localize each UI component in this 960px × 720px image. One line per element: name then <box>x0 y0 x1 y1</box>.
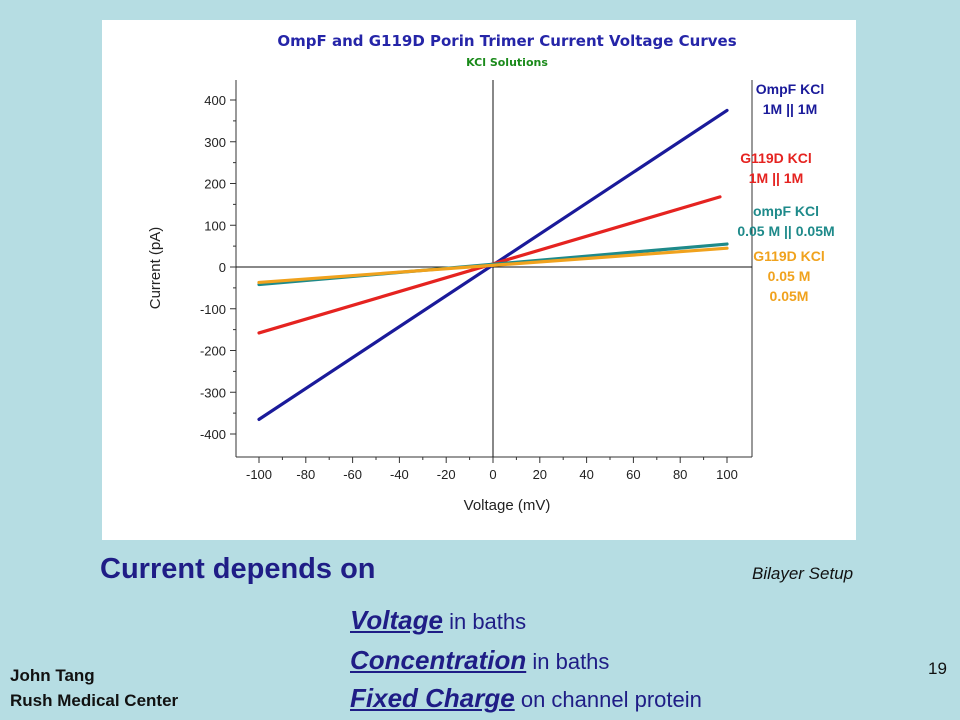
y-tick-label: -300 <box>200 385 226 400</box>
y-tick-label: -100 <box>200 302 226 317</box>
y-tick-label: 0 <box>219 260 226 275</box>
legend-label-3: 0.05M <box>770 288 809 304</box>
factor-rest: in baths <box>449 609 527 634</box>
chart-subtitle: KCl Solutions <box>466 56 548 69</box>
factor-concentration: Concentration in baths <box>350 645 609 676</box>
factor-voltage: Voltage in baths <box>350 605 526 636</box>
x-tick-label: -20 <box>437 467 456 482</box>
x-tick-label: 20 <box>533 467 547 482</box>
author-name: John Tang <box>10 666 95 685</box>
x-tick-label: 60 <box>626 467 640 482</box>
factor-rest: on channel protein <box>520 687 702 712</box>
legend-label-1: 1M || 1M <box>749 170 804 186</box>
page-number: 19 <box>928 659 947 678</box>
x-tick-label: -60 <box>343 467 362 482</box>
chart-title: OmpF and G119D Porin Trimer Current Volt… <box>277 32 736 50</box>
y-tick-label: 300 <box>204 135 226 150</box>
y-tick-label: 200 <box>204 177 226 192</box>
x-tick-label: 0 <box>489 467 496 482</box>
y-tick-label: 100 <box>204 218 226 233</box>
legend-label-1: G119D KCl <box>740 150 812 166</box>
legend-label-3: 0.05 M <box>768 268 811 284</box>
x-tick-label: 40 <box>579 467 593 482</box>
factor-fixed-charge: Fixed Charge on channel protein <box>350 683 702 714</box>
legend-label-2: ompF KCl <box>753 203 819 219</box>
x-tick-label: 80 <box>673 467 687 482</box>
legend-label-3: G119D KCl <box>753 248 825 264</box>
x-tick-label: -40 <box>390 467 409 482</box>
y-tick-label: -200 <box>200 344 226 359</box>
legend-label-2: 0.05 M || 0.05M <box>737 223 834 239</box>
y-tick-label: -400 <box>200 427 226 442</box>
series-line-3 <box>257 246 729 285</box>
factor-term: Concentration <box>350 645 527 675</box>
x-tick-label: 100 <box>716 467 738 482</box>
x-tick-label: -100 <box>246 467 272 482</box>
factor-term: Voltage <box>350 605 443 635</box>
legend-label-0: 1M || 1M <box>763 101 818 117</box>
chart-panel: OmpF and G119D Porin Trimer Current Volt… <box>102 20 856 540</box>
author-affiliation: Rush Medical Center <box>10 691 179 710</box>
x-axis-label: Voltage (mV) <box>464 497 551 514</box>
iv-curve-chart: OmpF and G119D Porin Trimer Current Volt… <box>147 32 835 514</box>
y-tick-label: 400 <box>204 93 226 108</box>
factor-term: Fixed Charge <box>350 683 515 713</box>
factor-rest: in baths <box>532 649 610 674</box>
slide-heading: Current depends on <box>100 553 376 585</box>
x-tick-label: -80 <box>296 467 315 482</box>
legend-label-0: OmpF KCl <box>756 81 824 97</box>
bilayer-setup-caption: Bilayer Setup <box>752 564 854 583</box>
y-axis-label: Current (pA) <box>147 227 164 310</box>
